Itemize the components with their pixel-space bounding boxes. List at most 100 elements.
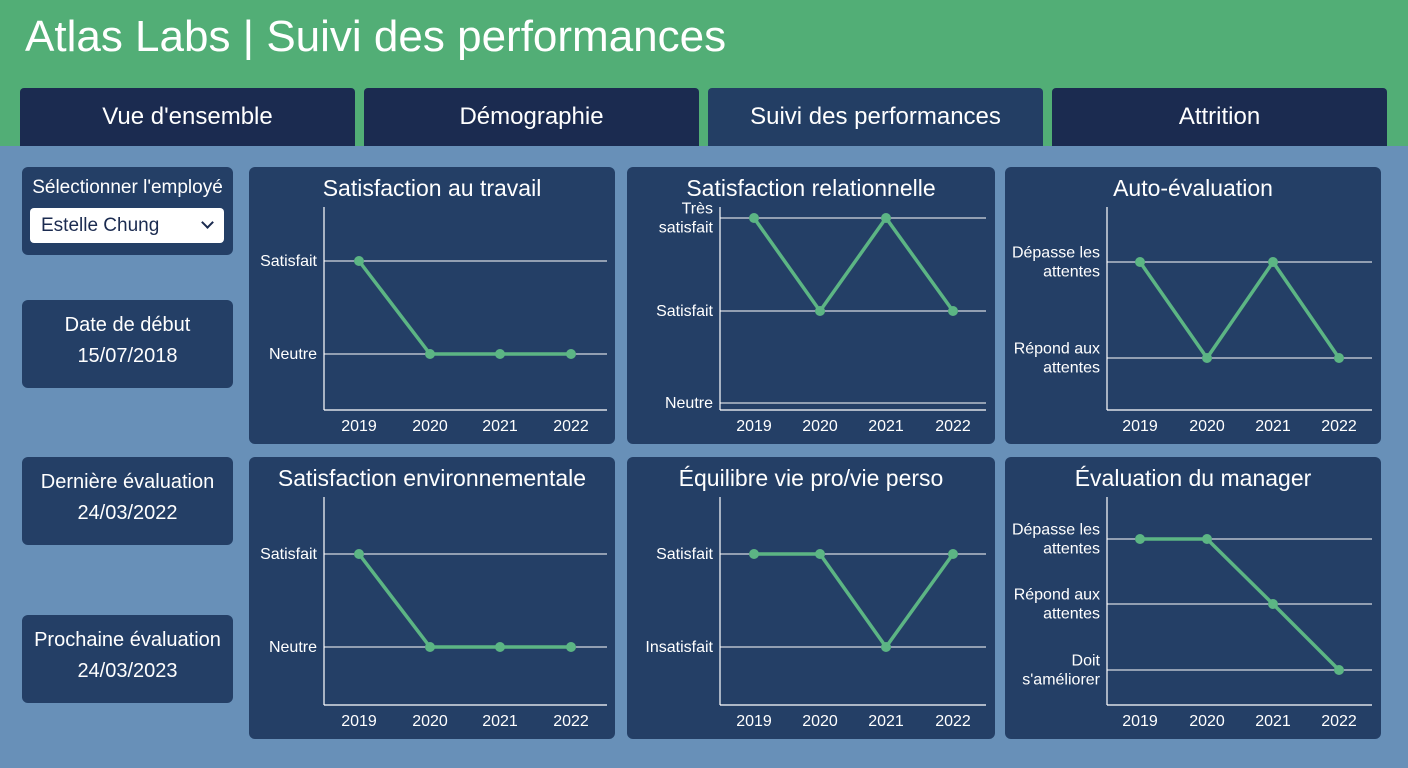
app-title: Atlas Labs | Suivi des performances [25, 12, 727, 61]
tab-attrition[interactable]: Attrition [1052, 88, 1387, 146]
chart-panel-satisfaction-relationnelle: Satisfaction relationnelle Neutre Satisfa… [627, 167, 995, 444]
data-point [1334, 665, 1344, 675]
last-review-card: Dernière évaluation 24/03/2022 [22, 457, 233, 545]
x-tick-label: 2020 [802, 713, 838, 730]
data-point [1202, 353, 1212, 363]
x-tick-label: 2019 [1122, 713, 1158, 730]
x-tick-label: 2021 [868, 418, 904, 435]
x-tick-label: 2022 [1321, 713, 1357, 730]
x-tick-label: 2021 [1255, 418, 1291, 435]
data-point [948, 306, 958, 316]
data-point [881, 642, 891, 652]
x-tick-label: 2019 [341, 418, 377, 435]
data-point [1202, 534, 1212, 544]
y-tick-label: Satisfait [260, 253, 317, 270]
data-point [1135, 257, 1145, 267]
chart-svg: Insatisfait Satisfait 2019 2020 2021 2022 [645, 497, 986, 730]
tab-demographie[interactable]: Démographie [364, 88, 699, 146]
data-point [425, 642, 435, 652]
chart-title: Satisfaction environnementale [277, 465, 587, 491]
y-tick-label: Répond aux attentes [1014, 341, 1100, 377]
x-tick-label: 2021 [1255, 713, 1291, 730]
tab-vue-ensemble[interactable]: Vue d'ensemble [20, 88, 355, 146]
data-point [566, 349, 576, 359]
chart-svg: Doit s'améliorer Répond aux attentes Dépasse… [1012, 497, 1372, 730]
data-point [815, 549, 825, 559]
y-tick-label: Insatisfait [645, 639, 713, 656]
chart-svg: Neutre Satisfait 2019 2020 2021 2022 [260, 497, 607, 730]
x-tick-label: 2021 [482, 713, 518, 730]
next-review-value: 24/03/2023 [77, 660, 178, 682]
data-point [749, 213, 759, 223]
data-point [749, 549, 759, 559]
data-point [1334, 353, 1344, 363]
y-tick-label: Satisfait [656, 303, 713, 320]
x-tick-label: 2021 [868, 713, 904, 730]
y-tick-label: Dépasse les attentes [1012, 522, 1100, 558]
y-tick-label: Neutre [665, 395, 713, 412]
chart-title: Équilibre vie pro/vie perso [678, 465, 944, 491]
tab-suivi-performances[interactable]: Suivi des performances [708, 88, 1043, 146]
data-point [495, 642, 505, 652]
chart-svg: Neutre Satisfait 2019 2020 2021 2022 [260, 207, 607, 435]
y-tick-label: Répond aux attentes [1014, 587, 1100, 623]
data-point [566, 642, 576, 652]
chart-panel-auto-evaluation: Auto-évaluation Répond aux attentes Dépass… [1005, 167, 1381, 444]
chart-title: Satisfaction relationnelle [686, 175, 936, 201]
employee-select-panel: Sélectionner l'employé Estelle Chung [22, 167, 233, 255]
x-tick-label: 2020 [412, 713, 448, 730]
x-tick-label: 2022 [935, 418, 971, 435]
data-point [1268, 257, 1278, 267]
data-point [354, 256, 364, 266]
y-tick-label: Dépasse les attentes [1012, 245, 1100, 281]
data-point [1135, 534, 1145, 544]
chart-panel-satisfaction-environnementale: Satisfaction environnementale Neutre Sati… [249, 457, 615, 739]
employee-select[interactable]: Estelle Chung [30, 208, 224, 243]
data-point [425, 349, 435, 359]
y-tick-label: Satisfait [260, 546, 317, 563]
start-date-label: Date de début [64, 314, 191, 336]
x-tick-label: 2022 [553, 713, 589, 730]
x-tick-label: 2019 [736, 418, 772, 435]
x-tick-label: 2019 [736, 713, 772, 730]
chart-panel-satisfaction-travail: Satisfaction au travail Neutre Satisfait 2… [249, 167, 615, 444]
series-line [357, 552, 571, 649]
chart-svg: Répond aux attentes Dépasse les attentes 201… [1012, 207, 1372, 435]
next-review-card: Prochaine évaluation 24/03/2023 [22, 615, 233, 703]
x-tick-label: 2019 [1122, 418, 1158, 435]
x-tick-label: 2021 [482, 418, 518, 435]
chart-panel-evaluation-manager: Évaluation du manager Doit s'améliorer Rép… [1005, 457, 1381, 739]
y-tick-label: Très satisfait [659, 201, 714, 237]
last-review-label: Dernière évaluation [40, 471, 215, 493]
x-tick-label: 2022 [935, 713, 971, 730]
series-line [1138, 260, 1341, 360]
chevron-down-icon [201, 216, 214, 229]
x-tick-label: 2020 [1189, 418, 1225, 435]
series-line [754, 552, 955, 649]
chart-panel-equilibre-vie: Équilibre vie pro/vie perso Insatisfait S… [627, 457, 995, 739]
employee-select-value: Estelle Chung [41, 215, 160, 236]
series-line [1140, 537, 1341, 672]
y-tick-label: Doit s'améliorer [1022, 653, 1100, 689]
x-tick-label: 2022 [553, 418, 589, 435]
x-tick-label: 2022 [1321, 418, 1357, 435]
series-line [357, 259, 571, 356]
data-point [1268, 599, 1278, 609]
chart-title: Évaluation du manager [1074, 465, 1312, 491]
data-point [881, 213, 891, 223]
x-tick-label: 2020 [802, 418, 838, 435]
data-point [815, 306, 825, 316]
x-tick-label: 2020 [1189, 713, 1225, 730]
y-tick-label: Neutre [269, 639, 317, 656]
data-point [354, 549, 364, 559]
chart-title: Satisfaction au travail [322, 175, 542, 201]
y-tick-label: Satisfait [656, 546, 713, 563]
chart-svg: Neutre Satisfait Très satisfait 2019 2020 2021… [656, 201, 986, 435]
next-review-label: Prochaine évaluation [34, 629, 221, 651]
y-tick-label: Neutre [269, 346, 317, 363]
employee-select-label: Sélectionner l'employé [32, 177, 223, 198]
start-date-value: 15/07/2018 [77, 345, 178, 367]
chart-title: Auto-évaluation [1113, 175, 1273, 201]
data-point [948, 549, 958, 559]
start-date-card: Date de début 15/07/2018 [22, 300, 233, 388]
